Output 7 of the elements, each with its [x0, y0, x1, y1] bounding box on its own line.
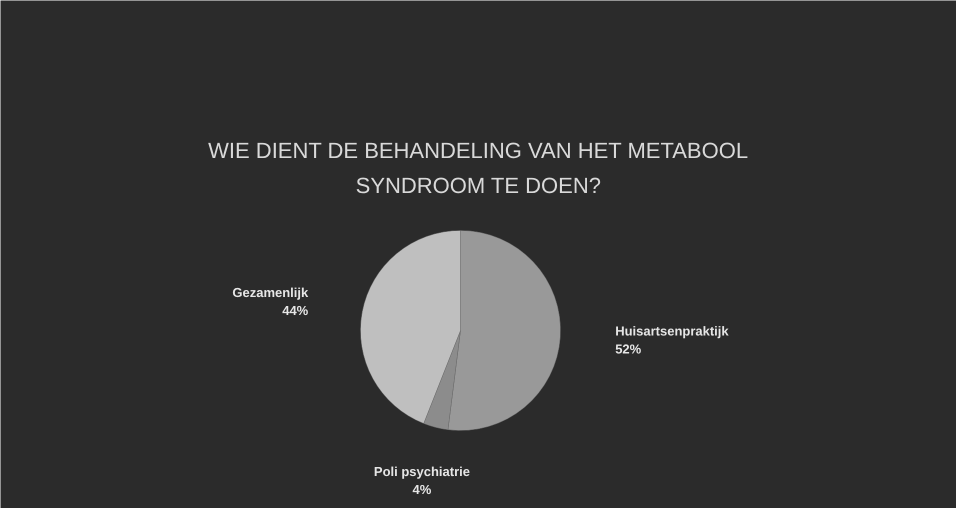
slice-label: Gezamenlijk	[232, 284, 310, 300]
chart-title: WIE DIENT DE BEHANDELING VAN HET METABOOL SYNDROOM TE DOEN?	[208, 138, 748, 198]
slice-label: Poli psychiatrie	[374, 464, 470, 480]
slice-label: Huisartsenpraktijk	[615, 324, 730, 339]
data-label: 4%	[412, 482, 432, 498]
data-label: 52%	[615, 342, 642, 357]
data-label: 44%	[282, 302, 309, 318]
